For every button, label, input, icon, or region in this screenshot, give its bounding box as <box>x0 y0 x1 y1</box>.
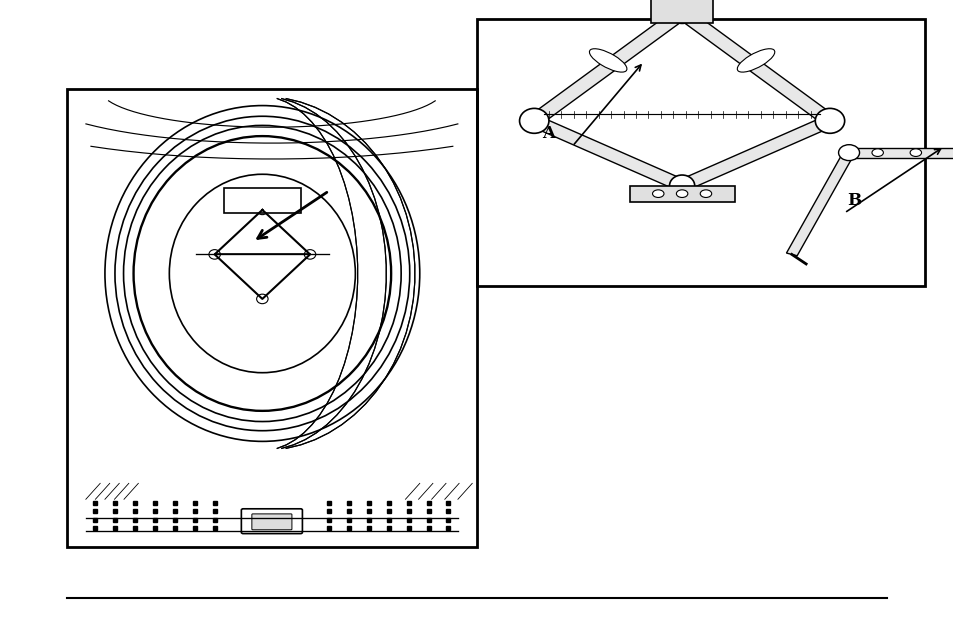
Ellipse shape <box>652 190 663 197</box>
Text: B: B <box>846 192 860 209</box>
Ellipse shape <box>676 190 687 197</box>
Polygon shape <box>677 116 834 191</box>
Ellipse shape <box>871 149 882 156</box>
Polygon shape <box>675 9 836 125</box>
FancyBboxPatch shape <box>241 509 302 534</box>
Polygon shape <box>527 9 688 125</box>
Ellipse shape <box>304 249 315 259</box>
Text: A: A <box>541 125 555 142</box>
Bar <box>476 19 924 286</box>
Polygon shape <box>785 151 854 256</box>
Ellipse shape <box>669 2 694 24</box>
Ellipse shape <box>838 144 859 160</box>
Ellipse shape <box>815 108 843 134</box>
Ellipse shape <box>256 294 268 303</box>
Bar <box>67 89 476 547</box>
Bar <box>224 188 300 213</box>
Ellipse shape <box>669 175 694 197</box>
Bar <box>629 186 734 202</box>
Polygon shape <box>848 148 953 158</box>
Ellipse shape <box>589 49 626 72</box>
Ellipse shape <box>209 249 220 259</box>
Ellipse shape <box>737 49 774 72</box>
Ellipse shape <box>909 149 921 156</box>
Ellipse shape <box>256 205 268 214</box>
Bar <box>650 0 713 23</box>
Ellipse shape <box>519 108 548 134</box>
Polygon shape <box>529 116 686 191</box>
FancyBboxPatch shape <box>252 514 292 530</box>
Ellipse shape <box>700 190 711 197</box>
